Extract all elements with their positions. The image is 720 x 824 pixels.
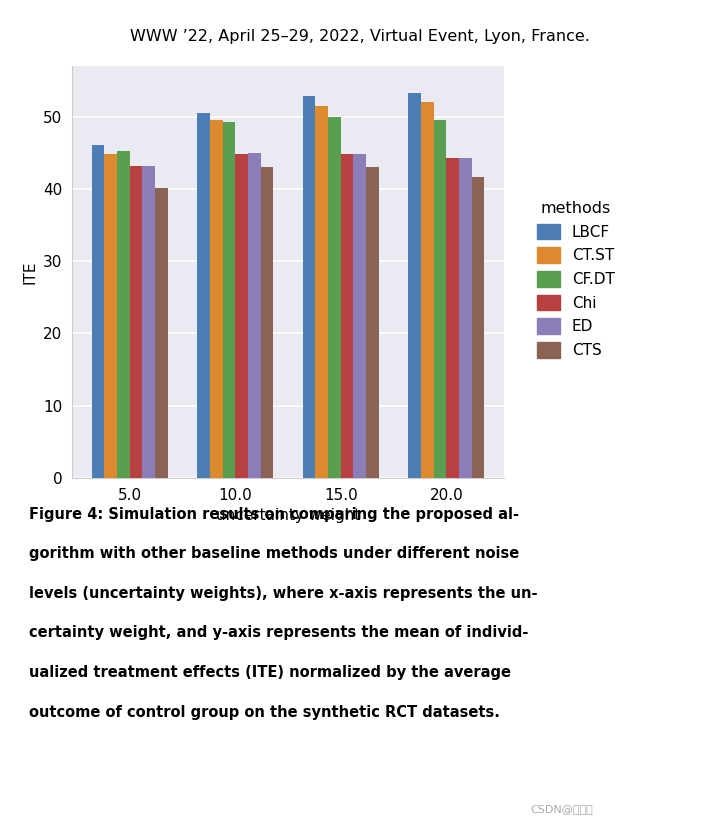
Bar — [446, 157, 459, 478]
Bar — [315, 105, 328, 478]
Text: gorithm with other baseline methods under different noise: gorithm with other baseline methods unde… — [29, 546, 519, 561]
Bar — [117, 152, 130, 478]
Bar — [328, 116, 341, 478]
Bar — [341, 154, 354, 478]
Legend: LBCF, CT.ST, CF.DT, Chi, ED, CTS: LBCF, CT.ST, CF.DT, Chi, ED, CTS — [525, 189, 627, 370]
Bar — [354, 154, 366, 478]
Bar — [210, 120, 222, 478]
Text: Figure 4: Simulation results on comparing the proposed al-: Figure 4: Simulation results on comparin… — [29, 507, 519, 522]
Bar — [130, 166, 143, 478]
Bar — [366, 167, 379, 478]
Text: CSDN@万王爻: CSDN@万王爻 — [530, 804, 593, 814]
Bar — [155, 188, 168, 478]
Bar — [459, 157, 472, 478]
Bar — [421, 102, 433, 478]
Y-axis label: ITE: ITE — [22, 260, 37, 283]
Bar — [104, 154, 117, 478]
Text: ualized treatment effects (ITE) normalized by the average: ualized treatment effects (ITE) normaliz… — [29, 665, 510, 680]
Bar — [91, 145, 104, 478]
Bar — [235, 154, 248, 478]
Text: WWW ’22, April 25–29, 2022, Virtual Event, Lyon, France.: WWW ’22, April 25–29, 2022, Virtual Even… — [130, 29, 590, 44]
Text: outcome of control group on the synthetic RCT datasets.: outcome of control group on the syntheti… — [29, 705, 500, 719]
Bar — [143, 166, 155, 478]
Bar — [433, 120, 446, 478]
Bar — [472, 176, 485, 478]
Text: certainty weight, and y-axis represents the mean of individ-: certainty weight, and y-axis represents … — [29, 625, 528, 640]
Bar — [197, 113, 210, 478]
Bar — [222, 122, 235, 478]
Text: levels (uncertainty weights), where x-axis represents the un-: levels (uncertainty weights), where x-ax… — [29, 586, 537, 601]
Bar — [261, 167, 273, 478]
Bar — [248, 153, 261, 478]
Bar — [408, 92, 421, 478]
X-axis label: uncertainty weight: uncertainty weight — [216, 508, 360, 523]
Bar — [303, 96, 315, 478]
